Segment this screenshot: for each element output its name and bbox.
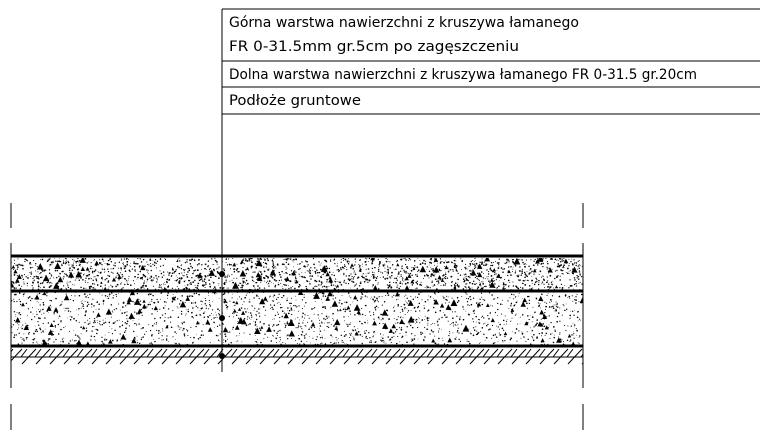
leader-dot-soil <box>219 353 225 359</box>
layer-boundaries <box>11 254 583 348</box>
legend-row-1-line-2: FR 0-31.5mm gr.5cm po zagęszczeniu <box>229 39 519 55</box>
extent-marks <box>10 203 584 430</box>
subgrade-soil-hatch <box>11 348 583 365</box>
legend-text: Górna warstwa nawierzchni z kruszywa łam… <box>229 15 697 109</box>
upper-aggregate-layer-fill <box>11 258 583 291</box>
leader-dots <box>219 271 225 359</box>
lower-aggregate-layer-fill <box>11 292 583 346</box>
legend-row-2-line-1: Dolna warstwa nawierzchni z kruszywa łam… <box>229 67 697 83</box>
leader-dot-lower <box>219 315 225 321</box>
legend-row-3-line-1: Podłoże gruntowe <box>229 93 361 109</box>
legend-table <box>221 8 760 372</box>
leader-dot-upper <box>219 271 225 277</box>
legend-row-1-line-1: Górna warstwa nawierzchni z kruszywa łam… <box>229 15 579 31</box>
